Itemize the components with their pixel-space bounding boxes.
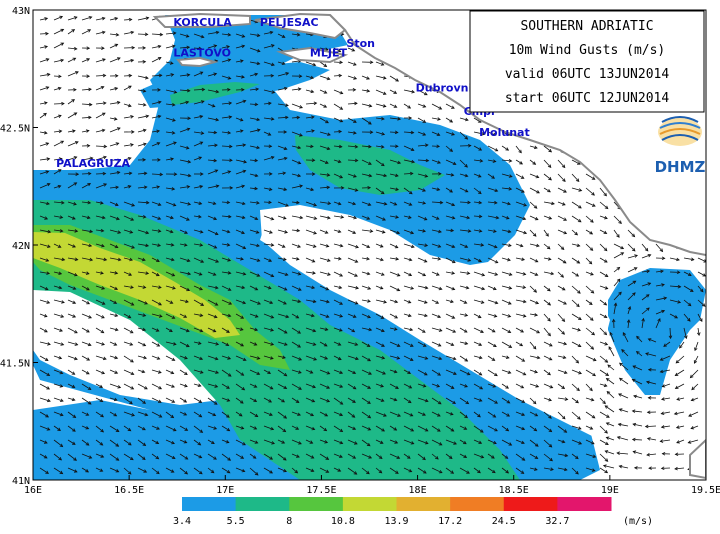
- y-axis: 43N 42.5N 42N 41.5N 41N: [0, 6, 38, 487]
- place-label: PALAGRUZA: [56, 157, 130, 170]
- wind-arrow: [138, 34, 148, 35]
- x-tick-label: 17E: [216, 485, 234, 496]
- legend-swatch: [397, 497, 451, 511]
- place-label: KORCULA: [173, 16, 232, 29]
- y-tick-label: 41N: [12, 476, 30, 487]
- x-tick-label: 17.5E: [306, 485, 336, 496]
- y-tick-label: 43N: [12, 6, 30, 17]
- legend-unit: (m/s): [623, 516, 653, 527]
- info-start: start 06UTC 12JUN2014: [505, 91, 670, 106]
- x-tick-label: 18E: [409, 485, 427, 496]
- legend-swatch: [450, 497, 504, 511]
- y-tick-label: 42N: [12, 241, 30, 252]
- legend-level-label: 17.2: [438, 516, 462, 527]
- x-tick-label: 19.5E: [691, 485, 720, 496]
- legend-level-label: 32.7: [545, 516, 569, 527]
- place-label: MLJET: [310, 46, 348, 59]
- wind-arrow: [54, 104, 64, 105]
- legend-level-label: 8: [286, 516, 292, 527]
- legend-swatch: [236, 497, 290, 511]
- legend-level-label: 3.4: [173, 516, 191, 527]
- place-label: Ston: [346, 37, 375, 50]
- legend-level-label: 10.8: [331, 516, 355, 527]
- logo-text: DHMZ: [655, 158, 706, 176]
- colour-legend: 3.4 5.5 8 10.8 13.9 17.2 24.5 32.7 (m/s): [173, 497, 653, 527]
- info-box: SOUTHERN ADRIATIC 10m Wind Gusts (m/s) v…: [470, 11, 704, 112]
- legend-level-label: 13.9: [384, 516, 408, 527]
- info-title: SOUTHERN ADRIATIC: [520, 19, 653, 34]
- legend-level-label: 5.5: [227, 516, 245, 527]
- place-label: Molunat: [479, 126, 530, 139]
- legend-swatch: [182, 497, 236, 511]
- y-tick-label: 41.5N: [0, 359, 30, 370]
- legend-swatch: [343, 497, 397, 511]
- legend-swatch: [504, 497, 558, 511]
- place-label: PELJESAC: [260, 16, 319, 29]
- legend-swatch: [557, 497, 611, 511]
- x-tick-label: 18.5E: [499, 485, 529, 496]
- info-valid: valid 06UTC 13JUN2014: [505, 67, 670, 82]
- legend-swatch: [289, 497, 343, 511]
- x-tick-label: 19E: [601, 485, 619, 496]
- place-label: LASTOVO: [173, 46, 231, 59]
- legend-level-label: 24.5: [492, 516, 516, 527]
- y-tick-label: 42.5N: [0, 124, 30, 135]
- x-tick-label: 16.5E: [114, 485, 144, 496]
- info-variable: 10m Wind Gusts (m/s): [509, 43, 666, 58]
